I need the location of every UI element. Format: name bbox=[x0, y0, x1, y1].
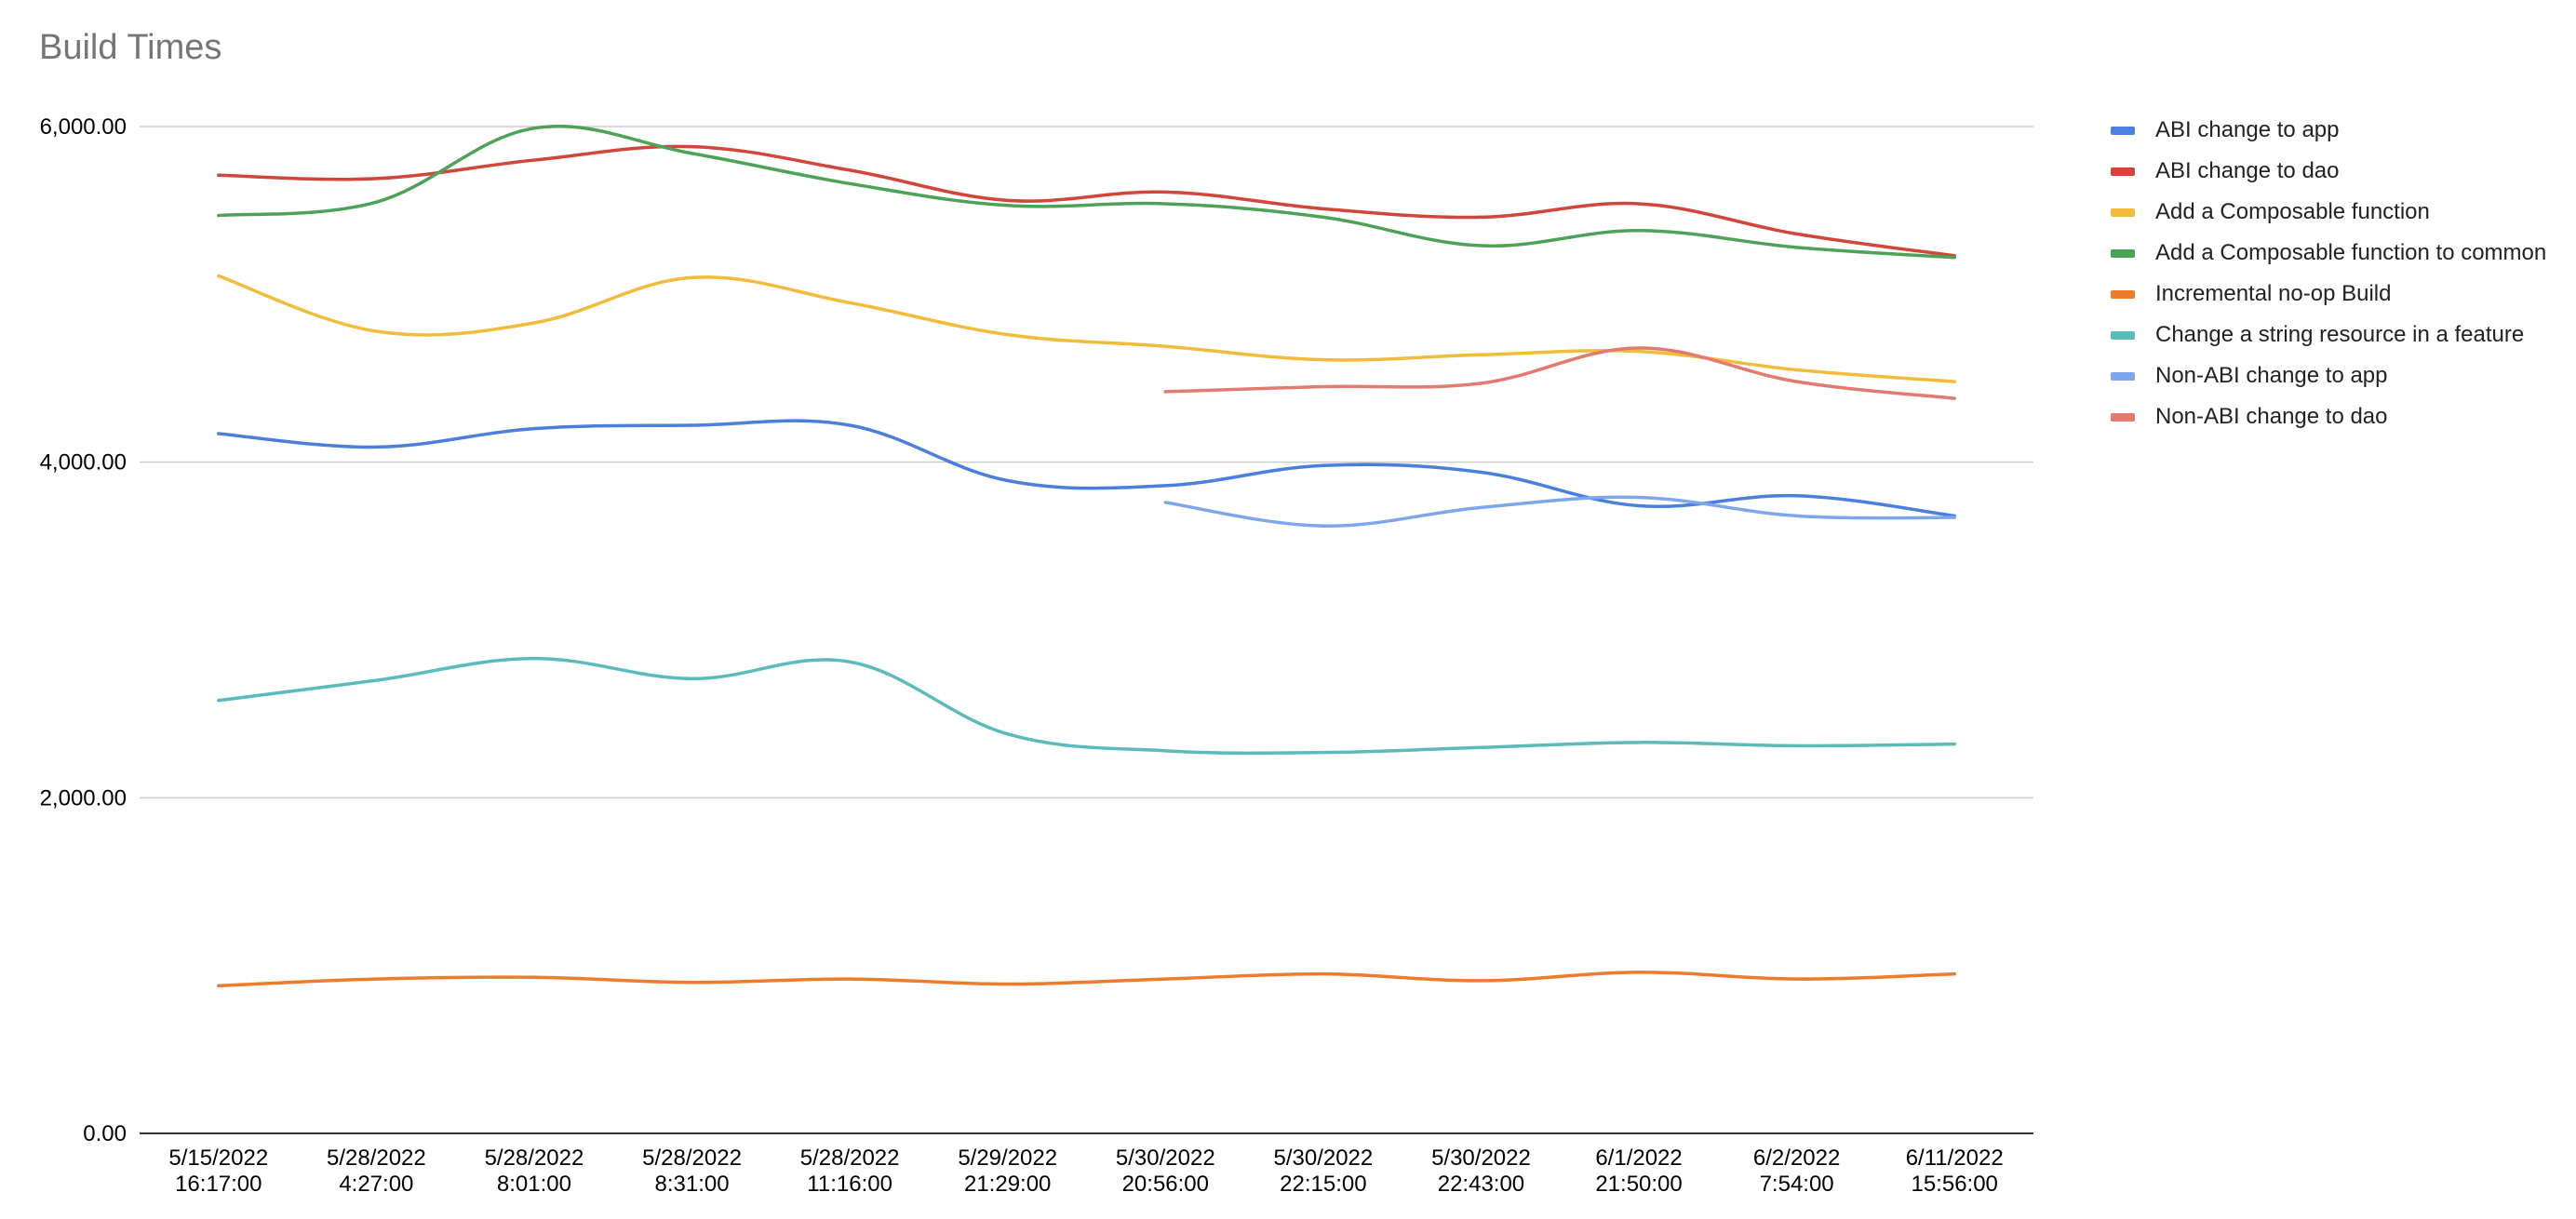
legend-swatch bbox=[2111, 371, 2135, 381]
legend-label: Add a Composable function to common bbox=[2155, 240, 2547, 265]
series-line-non-abi-change-to-app bbox=[1163, 495, 1956, 528]
legend-swatch bbox=[2111, 208, 2135, 217]
chart-title: Build Times bbox=[39, 28, 222, 67]
series-line-add-a-composable-function-to-common bbox=[217, 125, 1956, 260]
x-tick-label: 5/30/2022 22:15:00 bbox=[1273, 1145, 1373, 1197]
legend-item: ABI change to app bbox=[2111, 110, 2546, 151]
legend-item: Non-ABI change to dao bbox=[2111, 396, 2546, 437]
y-tick-label: 2,000.00 bbox=[40, 785, 127, 810]
x-tick-label: 5/28/2022 4:27:00 bbox=[327, 1145, 426, 1197]
legend-label: Add a Composable function bbox=[2155, 199, 2430, 224]
x-tick-label: 5/15/2022 16:17:00 bbox=[168, 1145, 268, 1197]
x-tick-label: 5/28/2022 8:31:00 bbox=[642, 1145, 742, 1197]
legend-label: Non-ABI change to dao bbox=[2155, 404, 2388, 429]
legend-item: Add a Composable function to common bbox=[2111, 233, 2546, 274]
series-line-incremental-no-op-build bbox=[217, 971, 1956, 988]
axes: 0.00 2,000.00 4,000.00 6,000.00 5/15/2022 16:… bbox=[40, 114, 2033, 1197]
series-line-abi-change-to-app bbox=[217, 419, 1956, 518]
legend-swatch bbox=[2111, 289, 2135, 299]
series-line-non-abi-change-to-dao bbox=[1163, 346, 1956, 400]
legend-label: Non-ABI change to app bbox=[2155, 363, 2388, 388]
legend-item: Non-ABI change to app bbox=[2111, 355, 2546, 396]
legend-item: Change a string resource in a feature bbox=[2111, 315, 2546, 355]
legend-label: ABI change to dao bbox=[2155, 158, 2340, 183]
legend-swatch bbox=[2111, 126, 2135, 135]
x-tick-label: 5/30/2022 20:56:00 bbox=[1116, 1145, 1215, 1197]
legend-item: ABI change to dao bbox=[2111, 151, 2546, 192]
x-tick-label: 6/2/2022 7:54:00 bbox=[1753, 1145, 1840, 1197]
x-tick-label: 5/29/2022 21:29:00 bbox=[958, 1145, 1057, 1197]
x-tick-label: 6/1/2022 21:50:00 bbox=[1595, 1145, 1682, 1197]
x-tick-label: 6/11/2022 15:56:00 bbox=[1906, 1145, 2004, 1197]
x-tick-label: 5/28/2022 11:16:00 bbox=[800, 1145, 900, 1197]
legend-label: Change a string resource in a feature bbox=[2155, 322, 2525, 347]
legend-swatch bbox=[2111, 167, 2135, 176]
y-tick-label: 0.00 bbox=[83, 1121, 127, 1146]
x-tick-label: 5/28/2022 8:01:00 bbox=[485, 1145, 584, 1197]
x-tick-label: 5/30/2022 22:43:00 bbox=[1431, 1145, 1531, 1197]
legend-item: Incremental no-op Build bbox=[2111, 274, 2546, 315]
legend-label: Incremental no-op Build bbox=[2155, 281, 2392, 306]
series-line-change-a-string-resource-in-a-feature bbox=[217, 656, 1956, 756]
legend: ABI change to app ABI change to dao Add a … bbox=[2111, 110, 2546, 437]
y-tick-label: 4,000.00 bbox=[40, 450, 127, 476]
gridlines bbox=[140, 126, 2033, 799]
legend-swatch bbox=[2111, 248, 2135, 258]
series-lines bbox=[217, 125, 1956, 988]
legend-item: Add a Composable function bbox=[2111, 192, 2546, 233]
series-line-add-a-composable-function bbox=[217, 274, 1956, 383]
legend-swatch bbox=[2111, 330, 2135, 340]
y-tick-label: 6,000.00 bbox=[40, 114, 127, 140]
legend-label: ABI change to app bbox=[2155, 117, 2340, 142]
series-line-abi-change-to-dao bbox=[217, 144, 1956, 258]
legend-swatch bbox=[2111, 412, 2135, 422]
